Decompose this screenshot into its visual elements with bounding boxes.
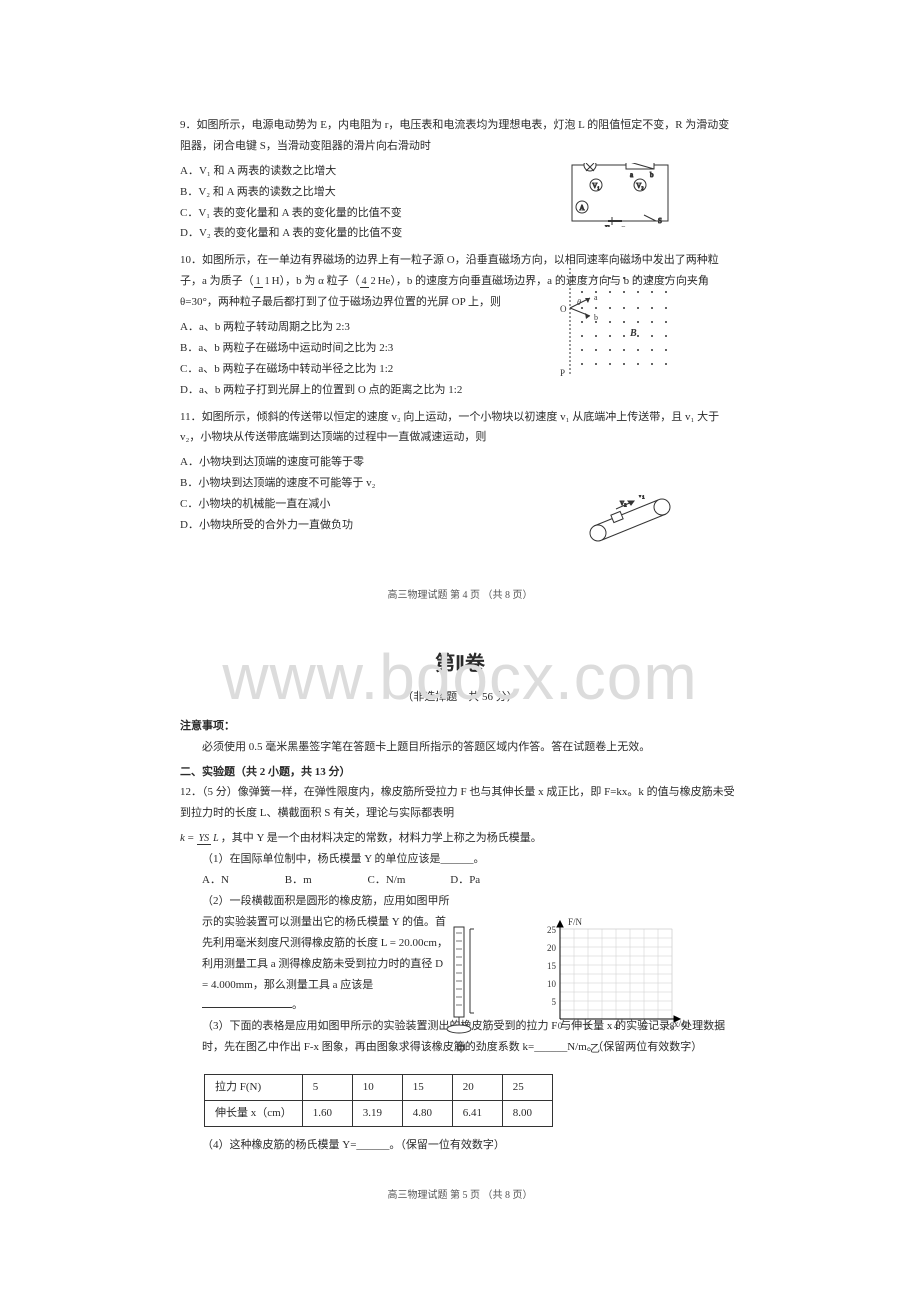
svg-text:E: E (605, 224, 610, 227)
svg-text:r: r (622, 224, 625, 227)
q12-p2: （2）一段横截面积是圆形的橡皮筋，应用如图甲所示的实验装置可以测量出它的杨氏模量… (202, 891, 452, 1016)
q11-conveyor-figure: v₂ v₁ (580, 495, 680, 545)
q12-stem-1: 12．（5 分）像弹簧一样，在弹性限度内，橡皮筋所受拉力 F 也与其伸长量 x … (180, 782, 740, 824)
q12-p4: （4）这种橡皮筋的杨氏模量 Y=______。（保留一位有效数字） (202, 1135, 740, 1156)
q10-stem-2: ），b 为 α 粒子（ (280, 275, 360, 287)
table-row: 伸长量 x（cm） 1.60 3.19 4.80 6.41 8.00 (205, 1100, 553, 1126)
table-cell: 5 (302, 1075, 352, 1101)
q10-field-figure: O P θ a b B (560, 268, 680, 378)
svg-text:O: O (560, 304, 567, 314)
table-cell: 10 (352, 1075, 402, 1101)
svg-text:L: L (588, 163, 593, 164)
svg-text:5: 5 (552, 997, 557, 1007)
proton-symbol: 11 (254, 276, 272, 287)
page4-footer: 高三物理试题 第 4 页 （共 8 页） (180, 586, 740, 605)
caption-left: 甲 (456, 1040, 466, 1059)
part2-subtitle: （非选择题 共 56 分） (180, 687, 740, 708)
table-cell: 3.19 (352, 1100, 402, 1126)
q11-opt-a: A．小物块到达顶端的速度可能等于零 (180, 452, 740, 473)
q12-p1-b: B．m (285, 870, 365, 891)
caption-right: 乙 (590, 1040, 600, 1059)
svg-text:B: B (629, 328, 637, 339)
svg-text:6: 6 (642, 1021, 647, 1031)
q12-formula-line: k = YSL，其中 Y 是一个由材料决定的常数，材料力学上称之为杨氏模量。 (180, 828, 740, 849)
table-cell: 4.80 (402, 1100, 452, 1126)
table-cell: 15 (402, 1075, 452, 1101)
q12-p1-a: A．N (202, 870, 282, 891)
table-cell: 20 (452, 1075, 502, 1101)
table-cell: 8.00 (502, 1100, 552, 1126)
svg-text:v₁: v₁ (638, 495, 645, 499)
svg-text:θ: θ (577, 298, 581, 307)
svg-text:v₂: v₂ (620, 498, 627, 507)
q12-p1: （1）在国际单位制中，杨氏模量 Y 的单位应该是______。 (202, 849, 740, 870)
svg-text:V₂: V₂ (636, 182, 644, 190)
table-row: 拉力 F(N) 5 10 15 20 25 (205, 1075, 553, 1101)
notice-text: 必须使用 0.5 毫米黑墨签字笔在答题卡上题目所指示的答题区域内作答。答在试题卷… (180, 737, 740, 758)
apparatus-figure (440, 925, 488, 1035)
svg-text:b: b (594, 313, 598, 322)
table-cell: 伸长量 x（cm） (205, 1100, 303, 1126)
q12-p2-blank (202, 997, 292, 1008)
fx-data-table: 拉力 F(N) 5 10 15 20 25 伸长量 x（cm） 1.60 3.1… (204, 1074, 553, 1127)
page-content: 9．如图所示，电源电动势为 E，内电阻为 r，电压表和电流表均为理想电表，灯泡 … (180, 115, 740, 1205)
fx-chart-figure: F/N x/cm 252015105 02468 (510, 915, 690, 1045)
section2-head: 二、实验题（共 2 小题，共 13 分） (180, 762, 740, 783)
svg-text:P: P (560, 368, 565, 378)
svg-text:8: 8 (670, 1021, 675, 1031)
table-cell: 1.60 (302, 1100, 352, 1126)
svg-text:2: 2 (586, 1021, 591, 1031)
q12-p1-c: C．N/m (368, 870, 448, 891)
formula-frac: YSL (197, 833, 221, 844)
svg-text:b: b (650, 171, 654, 179)
q12-stem-2: ，其中 Y 是一个由材料决定的常数，材料力学上称之为杨氏模量。 (221, 832, 542, 844)
svg-text:A: A (579, 204, 584, 212)
table-cell: 25 (502, 1075, 552, 1101)
svg-text:15: 15 (547, 961, 557, 971)
svg-text:0: 0 (558, 1021, 563, 1031)
svg-text:a: a (630, 171, 634, 179)
alpha-symbol: 42 (360, 276, 378, 287)
q12-p1-d: D．Pa (450, 870, 530, 891)
page5-footer: 高三物理试题 第 5 页 （共 8 页） (180, 1186, 740, 1205)
q9-circuit-figure: L R ab V₁ V₂ A Er S (570, 163, 670, 227)
q12-p1-opts: A．N B．m C．N/m D．Pa (202, 870, 740, 891)
svg-text:25: 25 (547, 925, 557, 935)
svg-text:4: 4 (614, 1021, 619, 1031)
svg-text:V₁: V₁ (592, 182, 600, 190)
table-cell: 拉力 F(N) (205, 1075, 303, 1101)
q9-stem: 9．如图所示，电源电动势为 E，内电阻为 r，电压表和电流表均为理想电表，灯泡 … (180, 115, 740, 157)
svg-text:S: S (658, 217, 662, 225)
q11-stem: 11．如图所示，倾斜的传送带以恒定的速度 v₂ 向上运动，一个小物块以初速度 v… (180, 407, 740, 449)
q11-opt-b: B．小物块到达顶端的速度不可能等于 v₂ (180, 473, 740, 494)
chart-ylabel: F/N (568, 917, 583, 927)
q12-p2b: 。 (292, 999, 303, 1011)
table-cell: 6.41 (452, 1100, 502, 1126)
part2-title: 第Ⅱ卷 (180, 645, 740, 683)
q12-p2a: （2）一段横截面积是圆形的橡皮筋，应用如图甲所示的实验装置可以测量出它的杨氏模量… (202, 895, 450, 991)
notice-title: 注意事项： (180, 716, 740, 737)
svg-text:a: a (594, 293, 598, 302)
svg-text:20: 20 (547, 943, 557, 953)
q10-opt-d: D．a、b 两粒子打到光屏上的位置到 O 点的距离之比为 1:2 (180, 380, 740, 401)
svg-text:10: 10 (547, 979, 557, 989)
